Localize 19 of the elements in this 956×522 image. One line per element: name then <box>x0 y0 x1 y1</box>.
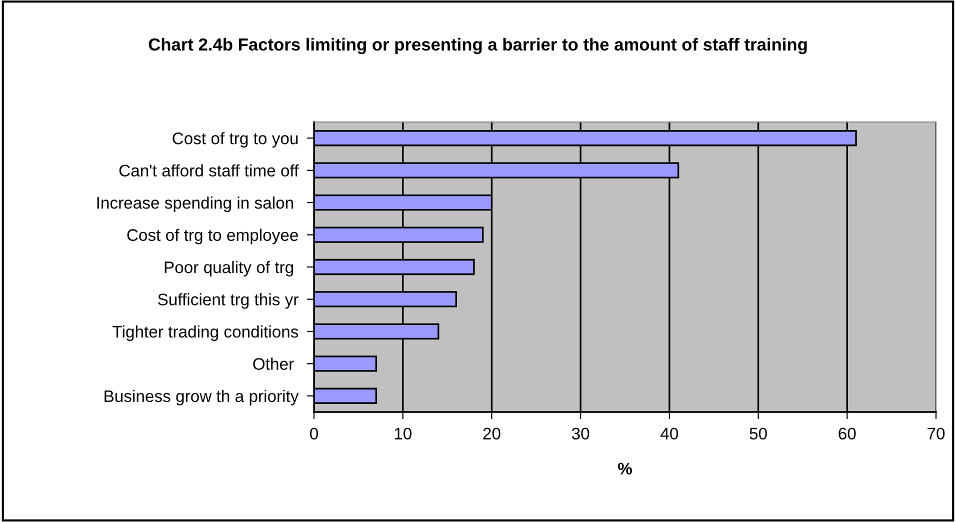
x-tick-label: 0 <box>310 428 318 440</box>
y-tick-label: Tighter trading conditions <box>112 325 298 341</box>
chart-title: Chart 2.4b Factors limiting or presenting a barrier to the amount of staff training <box>148 38 807 54</box>
y-tick-label: Increase spending in salon <box>97 196 294 212</box>
y-tick-label: Cost of trg to employee <box>127 228 298 244</box>
y-tick-label: Business grow th a priority <box>104 390 299 406</box>
x-tick-label: 70 <box>928 428 945 440</box>
y-tick-label: Other <box>253 358 294 370</box>
y-tick-label: Sufficient trg this yr <box>158 293 298 309</box>
x-tick-label: 20 <box>483 428 500 440</box>
y-tick-label: Can't afford staff time off <box>119 164 299 177</box>
x-tick-label: 30 <box>572 428 590 440</box>
x-tick-label: 60 <box>838 428 856 440</box>
x-tick-label: 50 <box>750 428 767 440</box>
x-axis-title: % <box>618 462 632 474</box>
x-tick-label: 10 <box>394 428 412 440</box>
y-tick-label: Poor quality of trg <box>164 260 294 276</box>
y-tick-label: Cost of trg to you <box>172 132 298 148</box>
x-tick-label: 40 <box>660 428 678 440</box>
